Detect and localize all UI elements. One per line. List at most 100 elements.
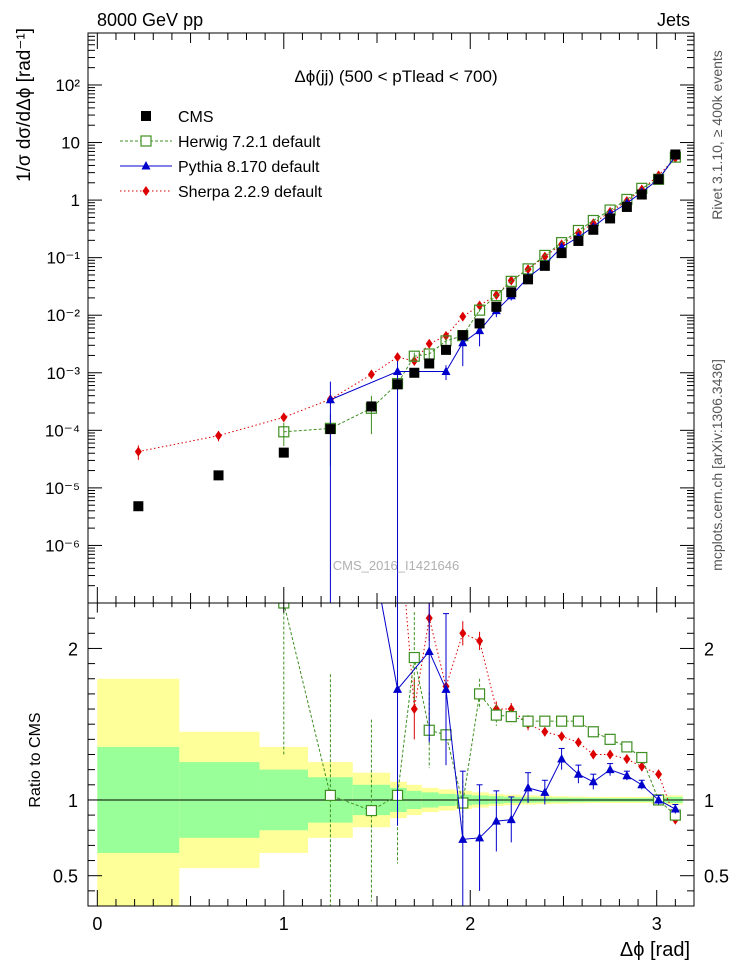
y-tick-label: 10⁻⁴	[45, 421, 80, 440]
y-tick-label: 10⁻¹	[46, 249, 80, 268]
herwig-ratio-point	[365, 804, 378, 817]
pythia-point	[458, 337, 468, 347]
herwig-ratio-point	[572, 715, 584, 727]
cms-point	[653, 174, 664, 185]
cms-point	[457, 330, 468, 341]
herwig-ratio-point	[636, 751, 648, 764]
sherpa-ratio-point	[476, 635, 484, 646]
header-right: Jets	[657, 10, 690, 30]
pythia-ratio-point	[637, 779, 647, 789]
herwig-ratio-point	[505, 711, 517, 723]
cms-point	[325, 424, 336, 435]
y-tick-label: 10⁻²	[46, 306, 80, 325]
cms-point	[133, 501, 144, 512]
y-tick-label: 10	[61, 134, 80, 153]
sherpa-point	[367, 369, 375, 380]
side-label-site: mcplots.cern.ch [arXiv:1306.3436]	[709, 359, 725, 571]
cms-point	[621, 201, 632, 212]
side-label-rivet: Rivet 3.1.10, ≥ 400k events	[709, 50, 725, 220]
legend-label-cms: CMS	[178, 109, 214, 126]
herwig-point	[278, 426, 290, 438]
cms-point	[409, 367, 420, 378]
x-tick-label: 2	[465, 914, 475, 934]
cms-point	[392, 379, 403, 390]
sherpa-point	[215, 430, 223, 441]
x-tick-label: 1	[279, 914, 289, 934]
x-tick-label: 0	[92, 914, 102, 934]
sherpa-point	[134, 446, 142, 457]
herwig-point	[490, 290, 502, 302]
herwig-ratio-point	[408, 651, 420, 664]
ratio-y-tick-label-right: 2	[704, 639, 714, 659]
main-y-axis-label: 1/σ dσ/dΔϕ [rad⁻¹]	[14, 28, 35, 182]
sherpa-ratio-point	[623, 754, 631, 765]
pythia-ratio-point	[393, 684, 403, 693]
legend-pythia-marker	[141, 161, 151, 170]
legend-sherpa-marker	[142, 186, 150, 196]
pythia-ratio-point	[475, 832, 485, 842]
pythia-line	[330, 155, 676, 401]
legend-label-pythia: Pythia 8.170 default	[178, 159, 320, 176]
cms-point	[213, 470, 224, 481]
pythia-point	[475, 325, 485, 335]
cms-point	[636, 189, 647, 200]
cms-point	[523, 274, 534, 285]
cms-point	[605, 213, 616, 224]
chart-title: Δϕ(jj) (500 < pTlead < 700)	[294, 67, 497, 86]
cms-point	[278, 447, 289, 458]
cms-point	[366, 401, 377, 412]
sherpa-point	[394, 352, 402, 363]
y-tick-label: 10⁻³	[46, 364, 80, 383]
sherpa-point	[280, 412, 288, 423]
herwig-ratio-point	[587, 726, 599, 738]
y-tick-label: 10⁻⁶	[45, 536, 80, 555]
pythia-ratio-point	[458, 834, 468, 843]
sherpa-ratio-point	[638, 761, 646, 772]
pythia-ratio-point	[622, 770, 632, 780]
header-left: 8000 GeV pp	[97, 10, 203, 30]
pythia-ratio-point	[654, 794, 664, 804]
herwig-point	[473, 304, 486, 316]
legend-label-herwig: Herwig 7.2.1 default	[178, 134, 321, 151]
sherpa-ratio-point	[574, 737, 582, 748]
ratio-y-tick-label: 1	[68, 791, 78, 811]
cms-point	[474, 318, 485, 329]
pythia-point	[393, 366, 403, 376]
sherpa-ratio-point	[410, 704, 418, 715]
herwig-ratio-point	[604, 733, 616, 745]
ratio-y-tick-label-right: 1	[704, 791, 714, 811]
sherpa-ratio-point	[459, 628, 467, 639]
sherpa-ratio-point	[558, 731, 566, 742]
cms-point	[539, 260, 550, 271]
herwig-point	[505, 275, 517, 287]
cms-point	[424, 358, 435, 369]
herwig-line	[283, 156, 676, 433]
pythia-ratio-point	[523, 782, 533, 792]
sherpa-point	[425, 338, 433, 349]
legend-herwig-marker	[140, 135, 152, 147]
sherpa-ratio-point	[655, 769, 663, 780]
herwig-ratio-point	[490, 709, 502, 721]
pythia-ratio-point	[588, 776, 598, 786]
y-tick-label: 10⁻⁵	[45, 479, 80, 498]
ratio-y-tick-label: 2	[68, 639, 78, 659]
herwig-point	[408, 350, 420, 362]
cms-point	[670, 149, 681, 160]
cms-point	[588, 224, 599, 235]
pythia-ratio-point	[441, 684, 451, 693]
cms-point	[441, 344, 452, 355]
herwig-ratio-point	[473, 688, 486, 700]
cms-point	[573, 235, 584, 246]
y-tick-label: 10²	[55, 76, 80, 95]
watermark: CMS_2016_I1421646	[333, 558, 460, 573]
ratio-y-tick-label-right: 0.5	[704, 867, 729, 887]
sherpa-line	[138, 157, 676, 453]
main-plot-series	[133, 149, 681, 603]
ratio-plot-series	[278, 603, 681, 906]
cms-point	[506, 287, 517, 298]
pythia-point	[325, 394, 335, 404]
pythia-ratio-point	[605, 764, 615, 774]
legend: CMS Herwig 7.2.1 default Pythia 8.170 defa…	[120, 109, 323, 201]
legend-cms-marker	[141, 111, 151, 121]
